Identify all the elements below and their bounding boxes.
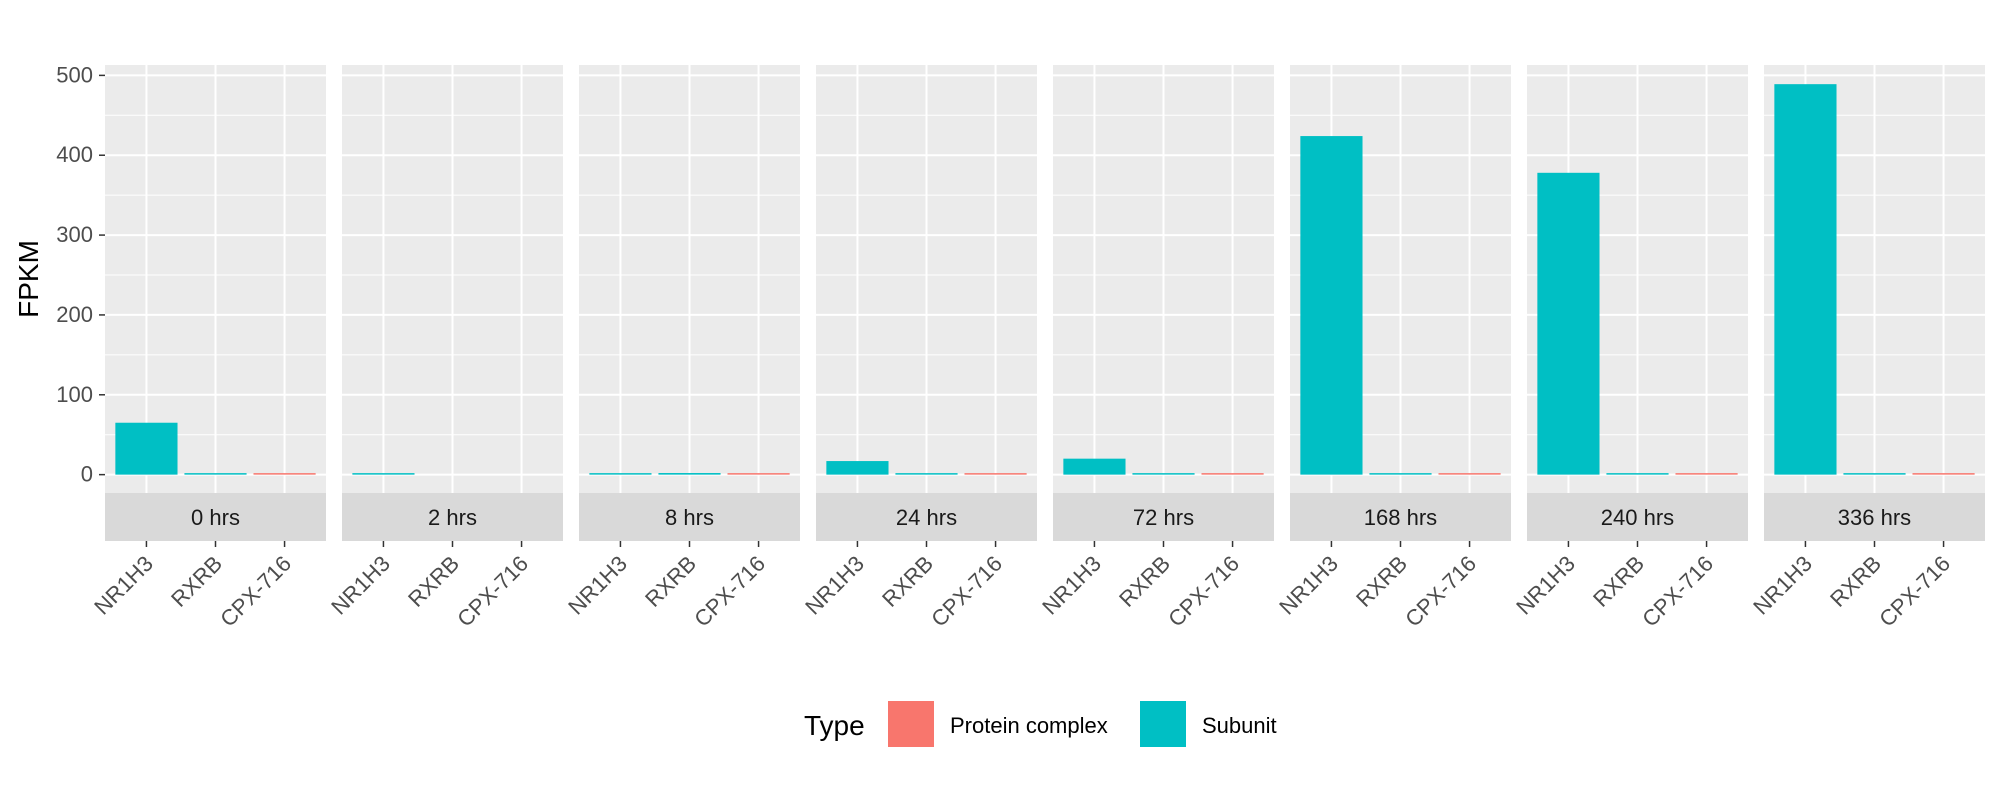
y-tick-label: 100 — [56, 382, 93, 407]
x-tick-label: RXRB — [877, 551, 938, 612]
x-tick-label: CPX-716 — [1400, 551, 1481, 632]
bar-cpx-716-168-hrs — [1438, 473, 1501, 475]
facet-strip — [1764, 493, 1985, 541]
y-axis-title: FPKM — [13, 240, 44, 318]
x-tick-label: RXRB — [1114, 551, 1175, 612]
bar-cpx-716-72-hrs — [1201, 473, 1264, 475]
x-tick-label: CPX-716 — [452, 551, 533, 632]
bar-cpx-716-24-hrs — [964, 473, 1027, 475]
x-tick-label: NR1H3 — [1274, 551, 1343, 620]
bar-rxrb-24-hrs — [895, 473, 958, 475]
x-tick-label: NR1H3 — [1748, 551, 1817, 620]
x-tick-label: NR1H3 — [563, 551, 632, 620]
bar-rxrb-240-hrs — [1606, 473, 1669, 475]
x-tick-label: NR1H3 — [89, 551, 158, 620]
legend-key-0 — [888, 701, 934, 747]
x-tick-label: RXRB — [640, 551, 701, 612]
bar-cpx-716-336-hrs — [1912, 473, 1975, 475]
y-tick-label: 300 — [56, 222, 93, 247]
x-tick-label: RXRB — [403, 551, 464, 612]
x-tick-label: CPX-716 — [926, 551, 1007, 632]
bar-cpx-716-240-hrs — [1675, 473, 1738, 475]
bar-nr1h3-336-hrs — [1774, 84, 1837, 475]
facet-strip-label: 0 hrs — [191, 505, 240, 530]
x-tick-label: NR1H3 — [1037, 551, 1106, 620]
facet-strip — [816, 493, 1037, 541]
x-tick-label: CPX-716 — [215, 551, 296, 632]
legend-label: Protein complex — [950, 713, 1108, 738]
x-tick-label: RXRB — [1825, 551, 1886, 612]
facet-strip-label: 2 hrs — [428, 505, 477, 530]
x-tick-label: CPX-716 — [1874, 551, 1955, 632]
facet-strip — [1053, 493, 1274, 541]
facet-strip — [342, 493, 563, 541]
facet-strip — [1527, 493, 1748, 541]
bar-nr1h3-168-hrs — [1300, 136, 1363, 475]
y-tick-label: 0 — [81, 462, 93, 487]
x-tick-label: CPX-716 — [1163, 551, 1244, 632]
bar-nr1h3-0-hrs — [115, 422, 178, 475]
bar-cpx-716-8-hrs — [727, 473, 790, 475]
bar-rxrb-8-hrs — [658, 473, 721, 475]
facet-strip-label: 24 hrs — [896, 505, 957, 530]
x-tick-label: RXRB — [166, 551, 227, 612]
bar-nr1h3-24-hrs — [826, 461, 889, 475]
x-tick-label: NR1H3 — [800, 551, 869, 620]
bar-rxrb-168-hrs — [1369, 473, 1432, 475]
bar-nr1h3-8-hrs — [589, 473, 652, 475]
x-tick-label: RXRB — [1588, 551, 1649, 612]
x-tick-label: CPX-716 — [1637, 551, 1718, 632]
facet-strip-label: 240 hrs — [1601, 505, 1674, 530]
x-tick-label: NR1H3 — [326, 551, 395, 620]
y-tick-label: 500 — [56, 62, 93, 87]
x-tick-label: CPX-716 — [689, 551, 770, 632]
bar-nr1h3-240-hrs — [1537, 172, 1600, 475]
facet-strip-label: 336 hrs — [1838, 505, 1911, 530]
legend-label: Subunit — [1202, 713, 1277, 738]
facet-strip — [105, 493, 326, 541]
facet-strip-label: 72 hrs — [1133, 505, 1194, 530]
bar-nr1h3-2-hrs — [352, 473, 415, 475]
y-tick-label: 200 — [56, 302, 93, 327]
bar-nr1h3-72-hrs — [1063, 458, 1126, 475]
facet-strip-label: 8 hrs — [665, 505, 714, 530]
bar-rxrb-336-hrs — [1843, 473, 1906, 475]
facet-strip — [579, 493, 800, 541]
bar-rxrb-72-hrs — [1132, 473, 1195, 475]
x-tick-label: NR1H3 — [1511, 551, 1580, 620]
legend-key-1 — [1140, 701, 1186, 747]
facet-strip-label: 168 hrs — [1364, 505, 1437, 530]
bar-cpx-716-0-hrs — [253, 473, 316, 475]
facet-strip — [1290, 493, 1511, 541]
y-tick-label: 400 — [56, 142, 93, 167]
legend-title: Type — [804, 710, 865, 741]
bar-rxrb-0-hrs — [184, 473, 247, 475]
x-tick-label: RXRB — [1351, 551, 1412, 612]
